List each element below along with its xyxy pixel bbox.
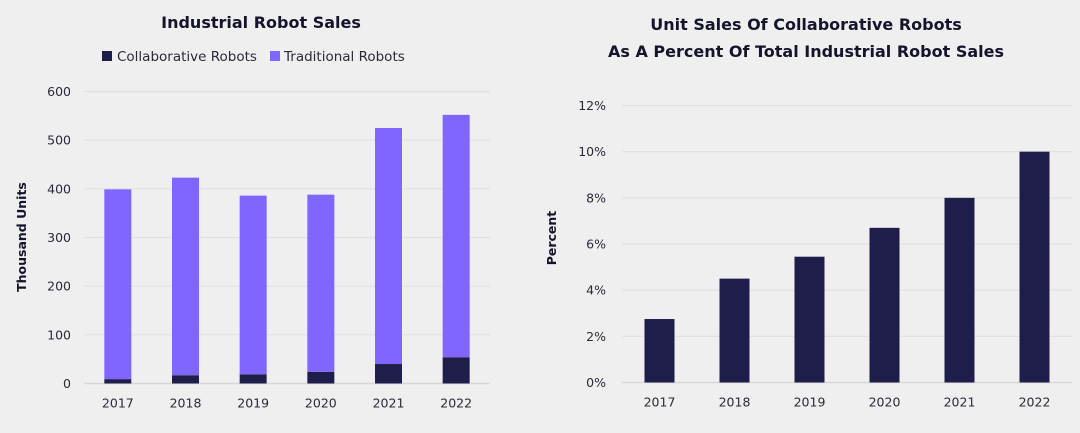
bar-collaborative-2018 (172, 375, 199, 384)
y-axis-label: Thousand Units (14, 182, 29, 292)
gridlines (622, 104, 1072, 384)
y-tick-label: 400 (47, 181, 71, 196)
x-tick-label: 2019 (794, 395, 826, 410)
legend-swatch-traditional (270, 51, 280, 61)
y-tick-label: 0% (586, 375, 606, 390)
bar-percent-2017 (644, 319, 675, 383)
legend-swatch-collaborative (102, 51, 112, 61)
y-tick-label: 200 (47, 279, 71, 294)
x-tick-label: 2018 (719, 395, 751, 410)
y-tick-labels: 0% 2% 4% 6% 8% 10% 12% (578, 98, 606, 390)
x-tick-labels: 2017 2018 2019 2020 2021 2022 (644, 395, 1051, 410)
x-tick-label: 2021 (944, 395, 976, 410)
x-tick-label: 2022 (1019, 395, 1051, 410)
chart-subtitle: As A Percent Of Total Industrial Robot S… (608, 42, 1004, 61)
x-tick-labels: 2017 2018 2019 2020 2021 2022 (102, 396, 472, 411)
bar-collaborative-2022 (442, 357, 470, 384)
bar-percent-2022 (1019, 151, 1050, 383)
bar-percent-2021 (944, 197, 975, 383)
chart-title: Industrial Robot Sales (161, 13, 361, 32)
bar-collaborative-2019 (239, 374, 267, 384)
bars (104, 114, 470, 384)
y-tick-label: 500 (47, 133, 71, 148)
legend-item-collaborative: Collaborative Robots (102, 49, 257, 65)
y-axis-label: Percent (544, 211, 559, 266)
y-tick-label: 300 (47, 230, 71, 245)
bar-percent-2018 (719, 278, 750, 383)
y-tick-labels: 0 100 200 300 400 500 600 (47, 84, 71, 391)
bar-percent-2019 (794, 256, 825, 383)
x-tick-label: 2017 (644, 395, 676, 410)
y-tick-label: 2% (586, 329, 606, 344)
bar-traditional-2018 (172, 177, 199, 376)
x-tick-label: 2020 (305, 396, 337, 411)
legend: Collaborative Robots Traditional Robots (102, 49, 405, 65)
chart-title: Unit Sales Of Collaborative Robots (650, 15, 962, 34)
y-tick-label: 12% (578, 98, 606, 113)
y-tick-label: 0 (63, 376, 71, 391)
bar-traditional-2019 (239, 195, 267, 375)
x-tick-label: 2017 (102, 396, 134, 411)
legend-label-traditional: Traditional Robots (283, 49, 405, 65)
collaborative-percent-chart: Unit Sales Of Collaborative Robots As A … (544, 15, 1072, 410)
bar-traditional-2017 (104, 189, 132, 380)
legend-item-traditional: Traditional Robots (270, 49, 405, 65)
y-tick-label: 100 (47, 327, 71, 342)
bar-traditional-2020 (307, 194, 335, 372)
x-tick-label: 2022 (440, 396, 472, 411)
x-tick-label: 2018 (170, 396, 202, 411)
gridlines (84, 90, 490, 385)
y-tick-label: 8% (586, 190, 606, 205)
bar-collaborative-2017 (104, 379, 132, 384)
x-tick-label: 2021 (373, 396, 405, 411)
y-tick-label: 6% (586, 237, 606, 252)
bars (644, 151, 1050, 383)
bar-traditional-2021 (375, 128, 402, 365)
industrial-robot-sales-chart: Industrial Robot Sales Collaborative Rob… (14, 13, 490, 411)
bar-percent-2020 (869, 227, 900, 383)
legend-label-collaborative: Collaborative Robots (117, 49, 257, 65)
x-tick-label: 2020 (869, 395, 901, 410)
y-tick-label: 10% (578, 144, 606, 159)
x-tick-label: 2019 (237, 396, 269, 411)
y-tick-label: 4% (586, 283, 606, 298)
bar-collaborative-2021 (375, 364, 402, 384)
bar-traditional-2022 (442, 114, 470, 358)
y-tick-label: 600 (47, 84, 71, 99)
bar-collaborative-2020 (307, 371, 335, 384)
